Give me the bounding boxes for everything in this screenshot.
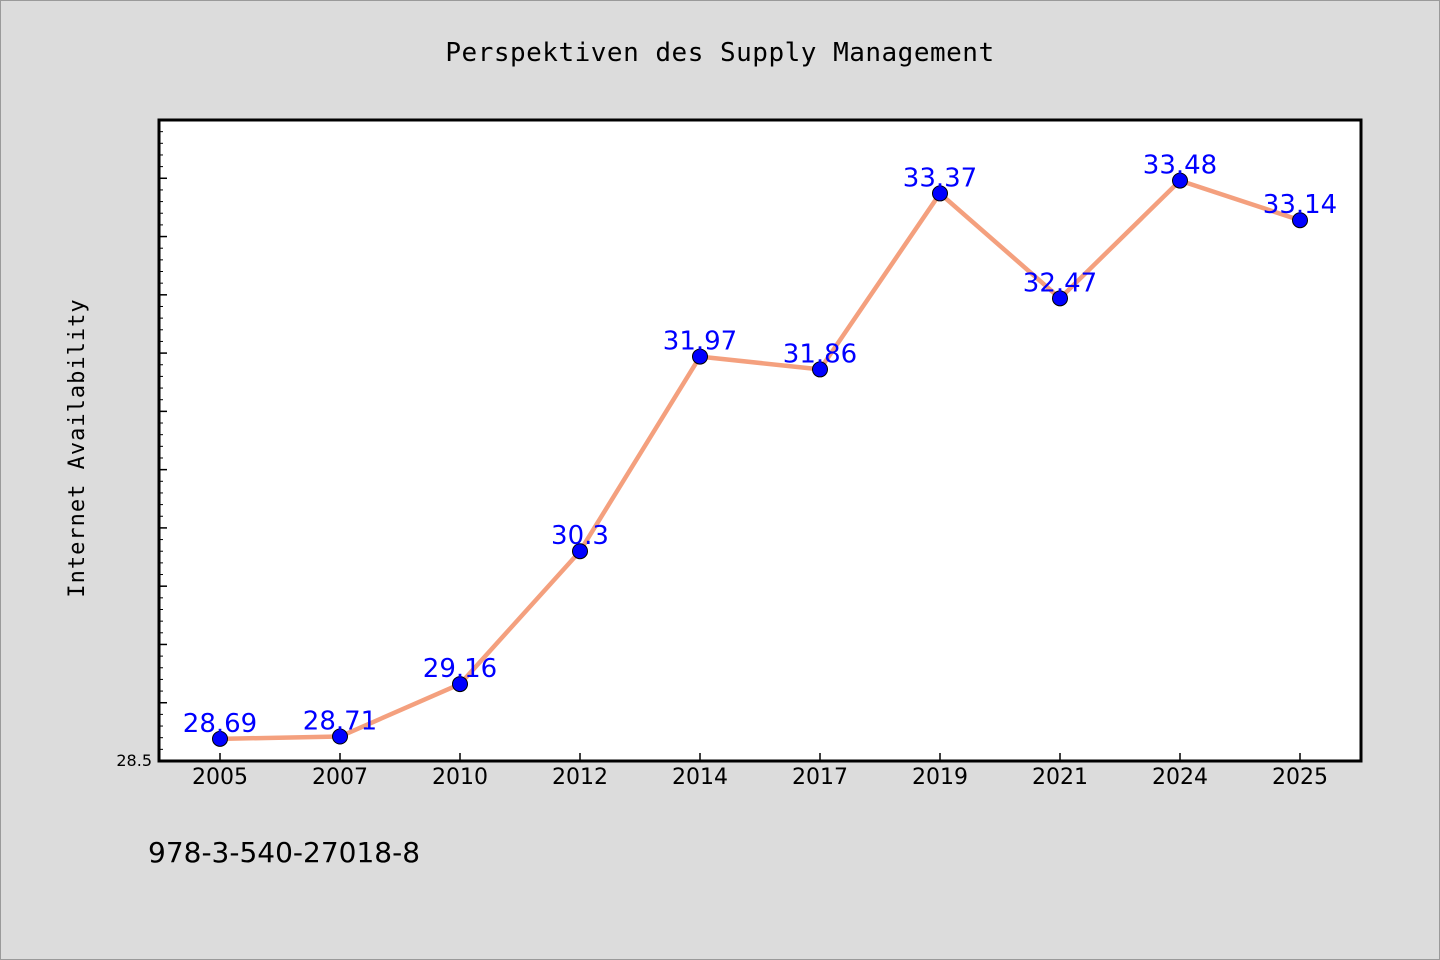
data-point (452, 676, 468, 693)
data-label: 33.48 (1143, 151, 1217, 181)
series-internet-availability: 28.69 28.71 29.16 30.3 31.97 31.86 33.37 32.47 3… (183, 151, 1337, 747)
data-label: 29.16 (423, 654, 497, 684)
x-tick-label: 2017 (792, 765, 848, 790)
plot-area (157, 118, 1363, 763)
data-label: 31.86 (783, 339, 857, 369)
x-tick-label: 2005 (192, 765, 248, 790)
data-label: 30.3 (551, 521, 609, 551)
data-label: 33.14 (1263, 190, 1337, 220)
x-tick-label: 2024 (1152, 765, 1208, 790)
data-point (1172, 172, 1188, 189)
data-label: 28.69 (183, 709, 257, 739)
data-point (812, 361, 828, 378)
data-point (332, 728, 348, 745)
data-label: 33.37 (903, 163, 977, 193)
data-point (1292, 212, 1308, 229)
data-point (212, 730, 228, 747)
x-tick-label: 2014 (672, 765, 728, 790)
x-tick-label: 2012 (552, 765, 608, 790)
data-point (572, 543, 588, 560)
x-tick-label: 2021 (1032, 765, 1088, 790)
x-tick-label: 2019 (912, 765, 968, 790)
x-tick-label: 2007 (312, 765, 368, 790)
x-axis-ticks: 2005 2007 2010 2012 2014 2017 2019 2021 2024 2025 (192, 753, 1328, 790)
data-label: 28.71 (303, 707, 377, 737)
data-label: 31.97 (663, 327, 737, 357)
x-tick-label: 2010 (432, 765, 488, 790)
y-axis-min-label: 28.5 (116, 751, 152, 770)
y-axis-label: Internet Availability (65, 298, 90, 597)
x-tick-label: 2025 (1272, 765, 1328, 790)
data-point (1052, 290, 1068, 307)
footer-isbn: 978-3-540-27018-8 (148, 836, 420, 869)
data-label: 32.47 (1023, 268, 1097, 298)
series-line (217, 178, 1303, 742)
chart-title: Perspektiven des Supply Management (445, 38, 994, 68)
data-point (932, 185, 948, 202)
y-axis-ticks (159, 131, 167, 750)
data-point (692, 348, 708, 365)
